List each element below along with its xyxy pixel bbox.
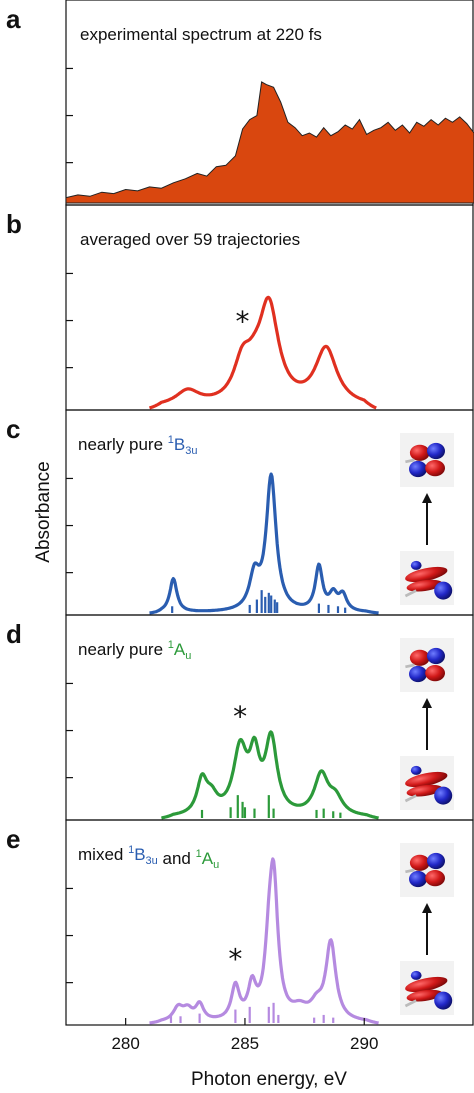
panel-label: b: [6, 209, 22, 239]
panels-layer: a experimental spectrum at 220 fs b average…: [6, 0, 474, 1026]
spectrum-line: [148, 295, 377, 410]
panel-a: a experimental spectrum at 220 fs: [6, 0, 474, 206]
panel-title: nearly pure 1B3u: [78, 434, 198, 457]
orbital-image: [400, 638, 454, 692]
orbital-inset-c: [400, 433, 454, 605]
orbital-image: [400, 961, 454, 1015]
panel-title: experimental spectrum at 220 fs: [80, 25, 322, 44]
orbital-image: [400, 433, 454, 487]
panel-title: nearly pure 1Au: [78, 639, 191, 662]
panel-e: e mixed 1B3u and 1Au *: [6, 819, 474, 1026]
x-tick-label: 290: [350, 1034, 378, 1053]
orbital-insets: [400, 433, 454, 1015]
spectrum-line: [160, 730, 380, 820]
x-tick-label: 285: [231, 1034, 259, 1053]
spectrum-area: [65, 81, 474, 204]
orbital-inset-d: [400, 638, 454, 810]
panel-label: e: [6, 824, 20, 854]
peak-asterisk: *: [236, 305, 250, 338]
x-axis: 280 285 290: [111, 1018, 378, 1053]
x-axis-title: Photon energy, eV: [191, 1069, 347, 1090]
panel-label: d: [6, 619, 22, 649]
orbital-inset-e: [400, 843, 454, 1015]
arrow-head: [422, 903, 432, 913]
panel-b: b averaged over 59 trajectories *: [6, 204, 474, 411]
peak-asterisk: *: [228, 942, 242, 975]
panel-label: c: [6, 414, 20, 444]
y-axis-title: Absorbance: [33, 461, 54, 562]
peak-asterisk: *: [233, 700, 247, 733]
orbital-image: [400, 756, 454, 810]
panel-title: mixed 1B3u and 1Au: [78, 844, 219, 871]
orbital-image: [400, 551, 454, 605]
panel-label: a: [6, 4, 21, 34]
spectrum-line: [148, 857, 380, 1025]
panel-c: c nearly pure 1B3u: [6, 409, 474, 616]
spectrum-line: [148, 472, 380, 615]
panel-title: averaged over 59 trajectories: [80, 230, 300, 249]
arrow-head: [422, 493, 432, 503]
x-tick-label: 280: [111, 1034, 139, 1053]
arrow-head: [422, 698, 432, 708]
orbital-image: [400, 843, 454, 897]
panel-frame: [65, 819, 474, 1026]
